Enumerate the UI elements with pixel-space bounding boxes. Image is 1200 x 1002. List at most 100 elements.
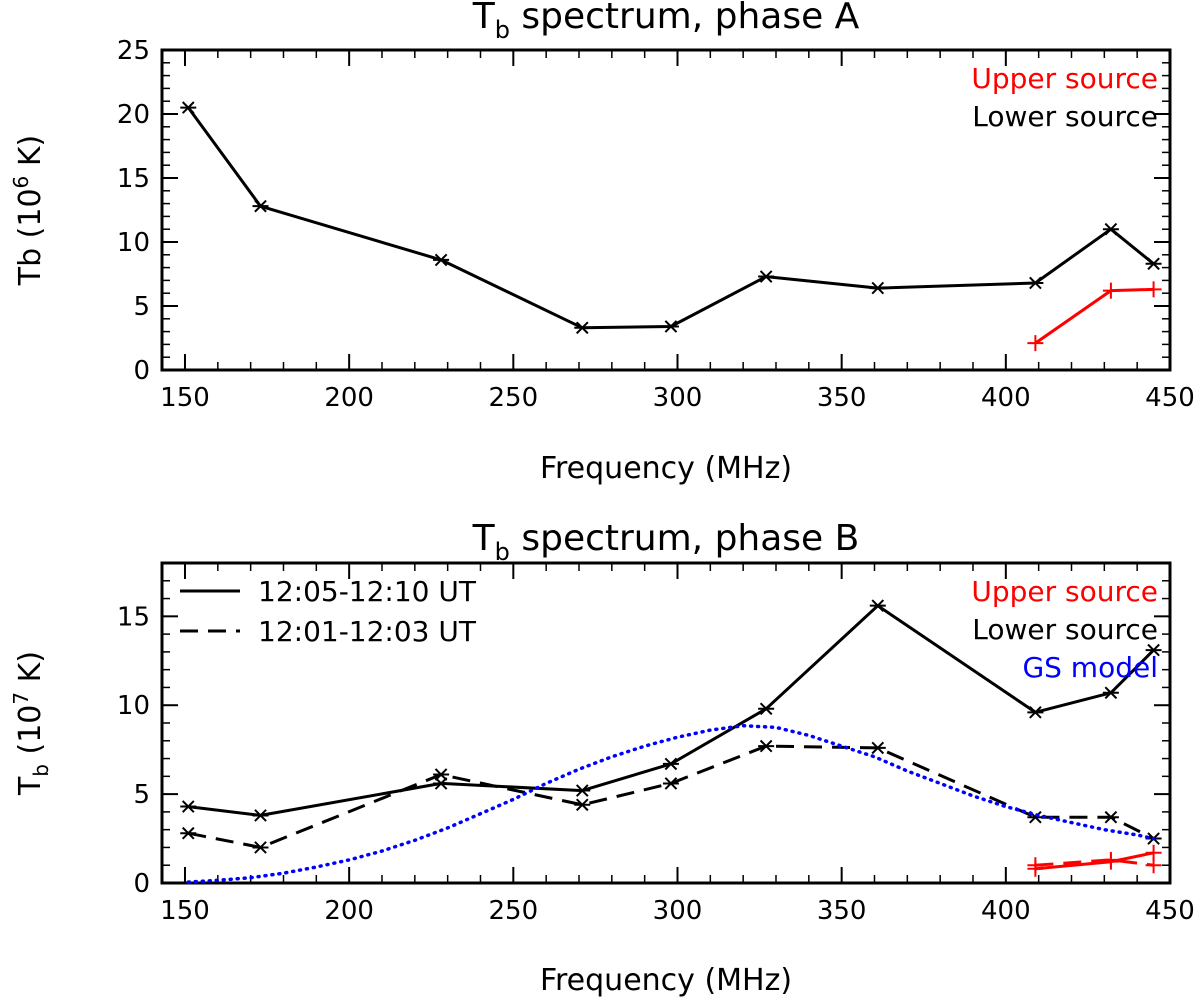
marker-stroke [1029, 706, 1042, 719]
y-tick-label: 0 [133, 869, 150, 899]
marker-stroke [434, 253, 448, 267]
data-point [1102, 686, 1119, 700]
x-axis-label: Frequency (MHz) [540, 963, 792, 998]
data-point [1145, 281, 1162, 298]
y-tick-label: 25 [117, 36, 150, 66]
x-tick-label: 150 [160, 896, 210, 926]
data-point [433, 768, 450, 781]
marker-stroke [181, 101, 195, 114]
y-label-part: Tb (10 [13, 188, 48, 286]
y-tick-label: 5 [133, 292, 150, 322]
y-tick-label: 5 [133, 780, 150, 810]
title-main: T [472, 518, 496, 559]
data-point [1102, 282, 1119, 299]
x-tick-label: 300 [653, 896, 703, 926]
x-tick-label: 450 [1145, 896, 1195, 926]
legend-line-label: 12:01-12:03 UT [258, 615, 477, 648]
data-point [180, 800, 197, 813]
series-lower-source-12-01-12-03-ut [180, 739, 1162, 854]
legend-entry: Lower source [972, 613, 1158, 646]
marker-stroke [871, 281, 885, 295]
data-point [1027, 276, 1044, 290]
marker-stroke [1029, 810, 1042, 824]
data-point [180, 101, 197, 114]
title-rest: spectrum, phase A [510, 0, 860, 37]
x-axis-label: Frequency (MHz) [540, 451, 792, 486]
marker-stroke [759, 270, 773, 283]
data-point [252, 199, 269, 213]
data-point [758, 270, 775, 283]
data-point [1102, 810, 1119, 824]
series-line [186, 723, 1156, 884]
data-point [180, 826, 197, 840]
data-point [662, 777, 679, 790]
legend-entry: Upper source [971, 62, 1158, 95]
y-tick-label: 15 [117, 164, 150, 194]
data-point [574, 321, 591, 335]
series-lower-source-12-05-12-10-ut [180, 599, 1162, 822]
series-upper-source [1027, 281, 1162, 352]
marker-stroke [871, 599, 885, 612]
y-tick-label: 10 [117, 691, 150, 721]
data-point [1145, 257, 1162, 271]
data-point [1027, 706, 1044, 719]
x-tick-label: 400 [981, 896, 1031, 926]
marker-stroke [1104, 686, 1118, 700]
marker-stroke [434, 768, 448, 781]
plot-frame [160, 48, 1172, 372]
y-label-part: (10 [13, 705, 48, 764]
data-point [252, 841, 269, 854]
x-tick-label: 350 [817, 896, 867, 926]
marker-stroke [434, 777, 448, 790]
data-point [252, 809, 269, 822]
marker-stroke [181, 800, 195, 813]
marker-stroke [575, 798, 589, 812]
legend-entry: Upper source [971, 575, 1158, 608]
x-tick-label: 250 [489, 383, 539, 413]
data-point [433, 253, 450, 267]
x-tick-label: 250 [489, 896, 539, 926]
title-rest: spectrum, phase B [510, 518, 859, 559]
series-gs-model [186, 723, 1156, 884]
series-lower-source [180, 101, 1162, 335]
data-point [1102, 851, 1119, 868]
y-label-part: T [13, 776, 48, 796]
data-point [574, 798, 591, 812]
data-point [662, 320, 679, 333]
x-tick-label: 150 [160, 383, 210, 413]
data-point [869, 599, 886, 612]
data-point [869, 741, 886, 755]
marker-stroke [664, 757, 678, 771]
data-point [574, 784, 591, 797]
marker-stroke [1104, 810, 1118, 824]
chart-title: Tb spectrum, phase A [472, 0, 860, 44]
marker-stroke [254, 809, 267, 822]
legend-line-label: 12:05-12:10 UT [258, 575, 477, 608]
y-tick-label: 20 [117, 100, 150, 130]
marker-stroke [181, 826, 195, 840]
title-main: T [472, 0, 496, 37]
x-tick-label: 200 [324, 896, 374, 926]
marker-stroke [664, 777, 678, 790]
y-label-part: K) [13, 135, 48, 176]
x-tick-label: 450 [1145, 383, 1195, 413]
marker-stroke [575, 784, 589, 797]
marker-stroke [759, 739, 773, 753]
data-point [662, 757, 679, 771]
title-sub: b [495, 16, 510, 44]
y-axis-label: Tb (107 K) [9, 651, 53, 796]
y-tick-label: 10 [117, 228, 150, 258]
x-tick-label: 200 [324, 383, 374, 413]
y-axis-label: Tb (106 K) [9, 135, 48, 286]
x-tick-label: 300 [653, 383, 703, 413]
legend-entry: Lower source [972, 100, 1158, 133]
data-point [1145, 643, 1162, 657]
data-point [1027, 857, 1044, 874]
y-label-part: K) [13, 651, 48, 692]
marker-stroke [664, 320, 678, 333]
marker-stroke [1147, 643, 1160, 657]
